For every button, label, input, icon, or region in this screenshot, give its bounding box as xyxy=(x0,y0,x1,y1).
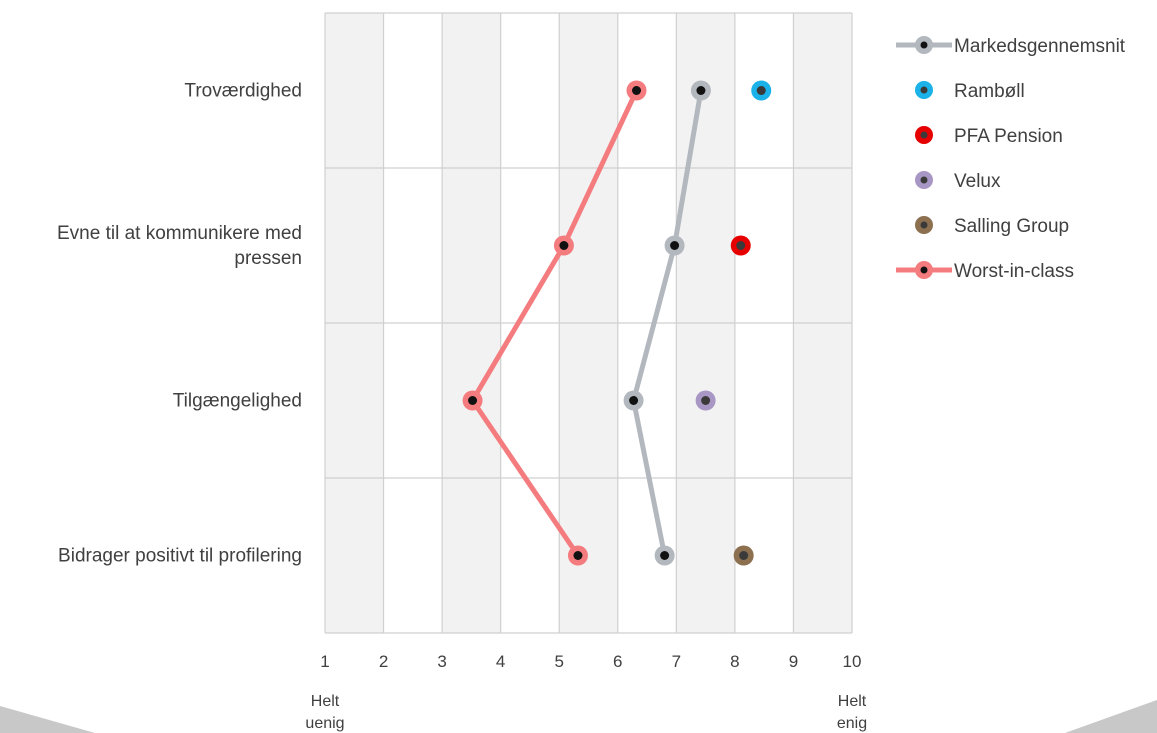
category-label: pressen xyxy=(234,248,302,269)
category-labels: Troværdighed Evne til at kommunikere med p… xyxy=(57,81,302,567)
category-label: Evne til at kommunikere med xyxy=(57,223,302,244)
legend-label: Rambøll xyxy=(954,81,1025,102)
x-tick-label: 1 xyxy=(320,652,329,671)
legend-marker-center xyxy=(920,131,928,139)
legend-item-salling-group: Salling Group xyxy=(915,216,1069,237)
legend-label: Salling Group xyxy=(954,216,1069,237)
x-end-label-left: Helt xyxy=(311,693,340,710)
legend-item-pfa-pension: PFA Pension xyxy=(915,126,1063,147)
x-tick-label: 10 xyxy=(843,652,862,671)
data-point-center xyxy=(559,241,569,250)
data-point-center xyxy=(573,551,583,560)
data-point-worst-in-class xyxy=(553,235,574,256)
x-tick-label: 4 xyxy=(496,652,505,671)
x-tick-label: 2 xyxy=(379,652,388,671)
decorative-shape-left xyxy=(0,706,95,733)
category-label: Tilgængelighed xyxy=(173,391,302,412)
x-tick-label: 3 xyxy=(437,652,446,671)
x-tick-label: 8 xyxy=(730,652,739,671)
gridlines xyxy=(324,12,853,634)
data-point-worst-in-class xyxy=(462,390,483,411)
data-point-salling-group xyxy=(733,545,754,566)
legend-item-ramb-ll: Rambøll xyxy=(915,81,1025,102)
legend-label: PFA Pension xyxy=(954,126,1063,147)
series-line-markedsgennemsnit xyxy=(631,88,704,558)
series-line-worst-in-class xyxy=(470,88,640,558)
category-label: Troværdighed xyxy=(184,81,302,102)
x-end-label-left: uenig xyxy=(305,715,344,732)
x-tick-label: 5 xyxy=(554,652,563,671)
legend-item-worst-in-class: Worst-in-class xyxy=(896,261,1074,282)
data-point-pfa-pension xyxy=(730,235,751,256)
data-point-markedsgennemsnit xyxy=(623,390,644,411)
legend: Markedsgennemsnit Rambøll PFA Pension Velux… xyxy=(896,36,1126,282)
legend-marker-center xyxy=(920,266,928,274)
x-tick-label: 9 xyxy=(789,652,798,671)
series-lines xyxy=(470,88,704,558)
legend-label: Velux xyxy=(954,171,1001,192)
data-point-center xyxy=(660,551,670,560)
data-point-center xyxy=(701,396,711,405)
legend-item-markedsgennemsnit: Markedsgennemsnit xyxy=(896,36,1126,57)
data-point-center xyxy=(756,86,766,95)
data-point-center xyxy=(468,396,478,405)
legend-marker-center xyxy=(920,86,928,94)
data-point-center xyxy=(739,551,749,560)
x-tick-labels: 1 2 3 4 5 6 7 8 9 10 xyxy=(320,652,861,671)
data-point-velux xyxy=(695,390,716,411)
x-end-label-right: Helt xyxy=(838,693,867,710)
legend-item-velux: Velux xyxy=(915,171,1001,192)
data-point-center xyxy=(670,241,680,250)
data-point-markedsgennemsnit xyxy=(654,545,675,566)
x-end-labels: Helt uenig Helt enig xyxy=(305,693,867,732)
legend-label: Worst-in-class xyxy=(954,261,1074,282)
category-label: Bidrager positivt til profilering xyxy=(58,546,302,567)
data-point-markedsgennemsnit xyxy=(664,235,685,256)
decorative-shape-right xyxy=(1065,700,1157,733)
series-markers xyxy=(462,80,772,566)
legend-marker-center xyxy=(920,221,928,229)
data-point-center xyxy=(736,241,746,250)
data-point-ramb-ll xyxy=(751,80,772,101)
data-point-worst-in-class xyxy=(567,545,588,566)
x-tick-label: 7 xyxy=(672,652,681,671)
data-point-center xyxy=(629,396,639,405)
data-point-worst-in-class xyxy=(626,80,647,101)
legend-marker-center xyxy=(920,41,928,49)
x-end-label-right: enig xyxy=(837,715,867,732)
data-point-markedsgennemsnit xyxy=(690,80,711,101)
data-point-center xyxy=(632,86,642,95)
data-point-center xyxy=(696,86,706,95)
legend-marker-center xyxy=(920,176,928,184)
legend-label: Markedsgennemsnit xyxy=(954,36,1126,57)
x-tick-label: 6 xyxy=(613,652,622,671)
